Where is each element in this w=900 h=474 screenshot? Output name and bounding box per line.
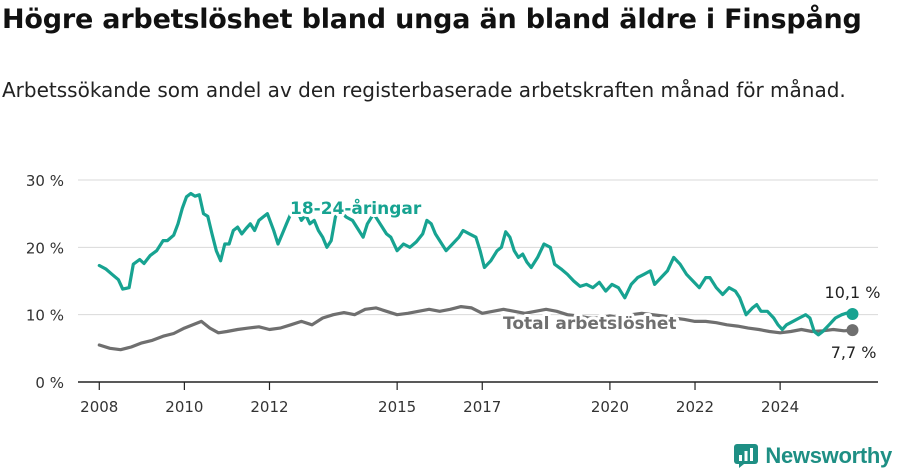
y-axis-labels: 0 % 10 % 20 % 30 % bbox=[26, 172, 64, 392]
x-tick-label: 2022 bbox=[676, 398, 714, 416]
y-tick-label: 10 % bbox=[26, 307, 64, 325]
brand-name: Newsworthy bbox=[765, 443, 892, 468]
chart-title: Högre arbetslöshet bland unga än bland ä… bbox=[2, 4, 862, 35]
x-tick-label: 2024 bbox=[761, 398, 799, 416]
series-name-total: Total arbetslöshet bbox=[503, 314, 677, 334]
x-tick-label: 2015 bbox=[378, 398, 416, 416]
x-tick-label: 2008 bbox=[80, 398, 118, 416]
newsworthy-logo-icon bbox=[734, 444, 759, 468]
series-line-total bbox=[97, 305, 855, 352]
end-value-total: 7,7 % bbox=[831, 343, 877, 362]
chart-subtitle: Arbetssökande som andel av den registerb… bbox=[2, 78, 846, 102]
y-tick-label: 30 % bbox=[26, 172, 64, 190]
y-tick-label: 0 % bbox=[35, 374, 64, 392]
end-point-total bbox=[846, 324, 859, 337]
brand-footer: Newsworthy bbox=[733, 442, 892, 470]
series-name-youth: 18-24-åringar bbox=[290, 197, 422, 219]
end-point-youth bbox=[846, 307, 859, 320]
series-labels: 18-24-åringar Total arbetslöshet 10,1 % 7,7… bbox=[287, 194, 881, 362]
x-tick-label: 2020 bbox=[591, 398, 629, 416]
x-tick-label: 2017 bbox=[463, 398, 501, 416]
x-tick-label: 2012 bbox=[250, 398, 288, 416]
series-lines bbox=[97, 191, 859, 352]
x-axis: 2008 2010 2012 2015 2017 2020 2022 2024 bbox=[78, 381, 878, 416]
y-tick-label: 20 % bbox=[26, 239, 64, 257]
series-line-youth bbox=[97, 191, 855, 337]
end-value-youth: 10,1 % bbox=[825, 283, 881, 302]
x-tick-label: 2010 bbox=[165, 398, 203, 416]
